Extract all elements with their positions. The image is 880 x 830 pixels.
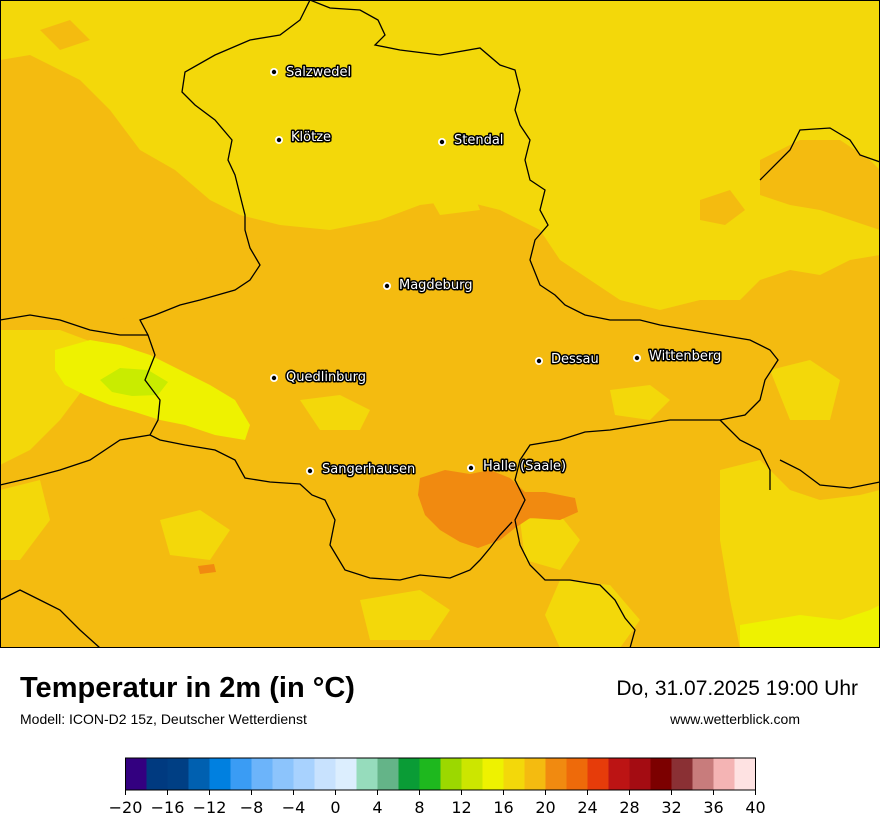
color-scale-swatches bbox=[125, 758, 756, 790]
tick-label: 16 bbox=[493, 798, 513, 817]
color-scale-ticks: −20 −16 −12 −8 −4 0 4 8 12 16 20 24 28 32 36 40 bbox=[109, 790, 766, 817]
temperature-zone-hot-spot bbox=[198, 564, 216, 574]
temperature-map: Salzwedel Klötze Stendal Magdeburg Dessa… bbox=[0, 0, 880, 648]
city-marker: Halle (Saale) bbox=[467, 458, 568, 476]
tick-label: 12 bbox=[451, 798, 471, 817]
color-swatch bbox=[545, 758, 567, 790]
tick-label: 4 bbox=[372, 798, 382, 817]
color-swatch bbox=[209, 758, 231, 790]
tick-label: −16 bbox=[151, 798, 185, 817]
color-swatch bbox=[251, 758, 273, 790]
color-swatch bbox=[440, 758, 462, 790]
tick-label: −12 bbox=[193, 798, 227, 817]
tick-label: 36 bbox=[703, 798, 723, 817]
temperature-zones-mild bbox=[0, 180, 880, 648]
color-swatch bbox=[587, 758, 609, 790]
city-label: Quedlinburg bbox=[286, 370, 366, 385]
city-label: Wittenberg bbox=[649, 349, 721, 364]
color-swatch bbox=[734, 758, 756, 790]
color-scale: −20 −16 −12 −8 −4 0 4 8 12 16 20 24 28 32 36 40 bbox=[109, 757, 766, 817]
color-swatch bbox=[356, 758, 378, 790]
temperature-zone-cool-south bbox=[740, 605, 880, 648]
color-swatch bbox=[293, 758, 315, 790]
color-scale-frame bbox=[125, 757, 756, 791]
tick-label: 28 bbox=[619, 798, 639, 817]
color-swatch bbox=[503, 758, 525, 790]
color-swatch bbox=[692, 758, 714, 790]
city-marker: Stendal bbox=[438, 132, 505, 150]
city-marker: Sangerhausen bbox=[306, 461, 417, 479]
city-label: Stendal bbox=[454, 133, 503, 148]
color-swatch bbox=[398, 758, 420, 790]
color-swatch bbox=[419, 758, 441, 790]
color-swatch bbox=[482, 758, 504, 790]
color-swatch bbox=[671, 758, 693, 790]
temperature-zone-hot bbox=[418, 470, 578, 548]
city-marker: Magdeburg bbox=[383, 277, 474, 295]
city-marker: Salzwedel bbox=[270, 64, 353, 82]
color-swatch bbox=[524, 758, 546, 790]
color-swatch bbox=[566, 758, 588, 790]
city-marker: Quedlinburg bbox=[270, 369, 368, 387]
tick-label: 8 bbox=[414, 798, 424, 817]
city-label: Klötze bbox=[291, 130, 331, 145]
tick-label: 0 bbox=[330, 798, 340, 817]
tick-label: 32 bbox=[661, 798, 681, 817]
tick-label: −20 bbox=[109, 798, 143, 817]
color-swatch bbox=[272, 758, 294, 790]
color-swatch bbox=[713, 758, 735, 790]
color-swatch bbox=[608, 758, 630, 790]
city-marker: Dessau bbox=[535, 351, 600, 369]
chart-title: Temperatur in 2m (in °C) bbox=[20, 672, 355, 704]
color-swatch bbox=[146, 758, 168, 790]
color-swatch bbox=[125, 758, 147, 790]
tick-label: 20 bbox=[535, 798, 555, 817]
city-label: Halle (Saale) bbox=[483, 459, 566, 474]
city-marker: Klötze bbox=[275, 129, 333, 147]
color-swatch bbox=[167, 758, 189, 790]
color-swatch bbox=[335, 758, 357, 790]
color-swatch bbox=[314, 758, 336, 790]
city-marker: Wittenberg bbox=[633, 348, 723, 366]
city-markers: Salzwedel Klötze Stendal Magdeburg Dessa… bbox=[270, 64, 723, 479]
tick-label: −4 bbox=[282, 798, 306, 817]
color-swatch bbox=[461, 758, 483, 790]
color-swatch bbox=[188, 758, 210, 790]
city-label: Salzwedel bbox=[286, 65, 351, 80]
color-swatch bbox=[377, 758, 399, 790]
tick-label: −8 bbox=[240, 798, 264, 817]
model-subtitle: Modell: ICON-D2 15z, Deutscher Wetterdie… bbox=[20, 711, 307, 727]
color-swatch bbox=[629, 758, 651, 790]
temperature-zones-warm bbox=[0, 20, 880, 648]
forecast-datetime: Do, 31.07.2025 19:00 Uhr bbox=[616, 677, 858, 700]
tick-label: 40 bbox=[745, 798, 765, 817]
city-label: Dessau bbox=[551, 352, 599, 367]
city-label: Magdeburg bbox=[399, 278, 473, 293]
state-borders bbox=[0, 0, 880, 648]
city-label: Sangerhausen bbox=[322, 462, 415, 477]
tick-label: 24 bbox=[577, 798, 597, 817]
website-link[interactable]: www.wetterblick.com bbox=[670, 711, 800, 727]
color-swatch bbox=[650, 758, 672, 790]
color-swatch bbox=[230, 758, 252, 790]
